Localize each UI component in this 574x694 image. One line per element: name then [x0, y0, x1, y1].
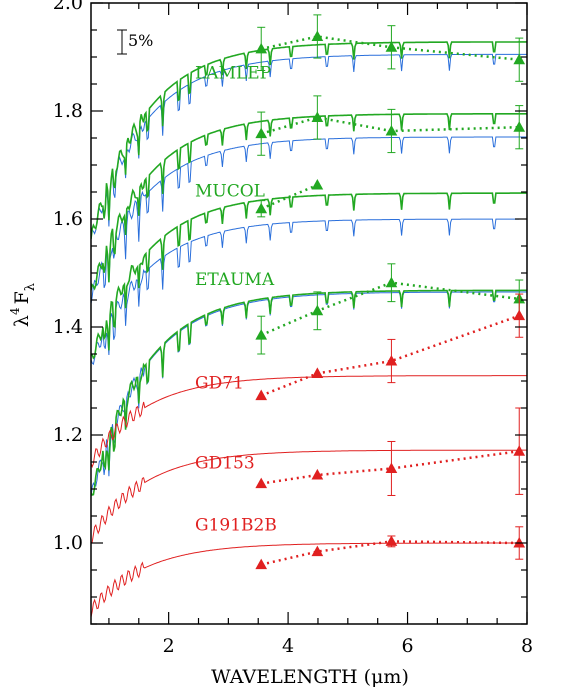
spectrum-gd71	[91, 375, 527, 469]
x-axis-title: WAVELENGTH (μm)	[211, 666, 409, 688]
spectrum-etauma	[91, 289, 527, 496]
x-tick-label: 2	[163, 635, 175, 657]
data-point-g191b2b	[311, 545, 324, 557]
x-tick-label: 4	[282, 635, 294, 657]
model-spectrum-10lac	[91, 53, 527, 236]
photometry-connector-mucol	[260, 183, 318, 210]
data-point-lamlep	[513, 121, 526, 132]
spectrum-mucol	[91, 192, 527, 360]
data-point-10lac	[255, 42, 268, 54]
spectrum-g191b2b	[91, 542, 527, 618]
data-point-10lac	[385, 41, 398, 52]
data-point-lamlep	[255, 127, 268, 139]
spectrum-10lac	[91, 41, 527, 239]
plot-frame	[90, 2, 528, 625]
series-label-gd153: GD153	[195, 454, 255, 474]
photometry-connector-gd71	[260, 314, 520, 397]
data-point-gd71	[385, 354, 398, 366]
y-axis-lambda: λ	[11, 315, 33, 327]
data-point-gd153	[385, 462, 398, 473]
y-tick-label: 1.8	[53, 100, 83, 122]
data-point-gd153	[311, 468, 324, 480]
y-axis-title: λ4Fλ	[8, 283, 38, 327]
data-point-etauma	[385, 276, 398, 288]
data-point-etauma	[311, 304, 324, 316]
data-point-mucol	[255, 202, 268, 214]
data-point-etauma	[255, 329, 268, 340]
y-tick-label: 1.2	[53, 424, 83, 446]
y-axis-sub: λ	[23, 283, 38, 291]
model-spectrum-lamlep	[91, 136, 527, 304]
photometry-connector-lamlep	[260, 116, 520, 135]
data-point-10lac	[311, 30, 324, 41]
series-label-g191b2b: G191B2B	[195, 516, 277, 536]
axes-layer: 2 4 6 8 1.0 1.2 1.4 1.6 1.8 2.0 5%	[53, 0, 533, 657]
data-point-gd71	[255, 389, 268, 401]
y-tick-label: 1.0	[53, 532, 83, 554]
x-tick-label: 8	[521, 635, 533, 657]
series-label-lamlep: LAMLEP	[195, 64, 271, 84]
y-axis-power: 4	[8, 307, 22, 315]
svg-text:λ4Fλ: λ4Fλ	[8, 283, 38, 327]
spectra-layer	[91, 41, 527, 618]
data-point-gd71	[513, 309, 526, 321]
y-axis-flux: F	[11, 291, 33, 304]
x-tick-label: 6	[402, 635, 414, 657]
model-spectrum-mucol	[91, 218, 527, 366]
data-point-gd71	[311, 367, 324, 378]
scale-bar-label: 5%	[128, 31, 153, 50]
data-point-10lac	[513, 53, 526, 65]
photometry-layer	[255, 14, 526, 570]
y-tick-label: 1.6	[53, 208, 83, 230]
data-point-g191b2b	[385, 535, 398, 546]
data-point-g191b2b	[255, 558, 268, 570]
y-tick-label: 1.4	[53, 316, 83, 338]
data-point-lamlep	[311, 111, 324, 122]
series-label-etauma: ETAUMA	[195, 270, 275, 290]
data-point-gd153	[255, 477, 268, 489]
model-spectrum-etauma	[91, 291, 527, 498]
series-label-10lac: 10LAC	[195, 0, 253, 2]
photometry-connector-etauma	[260, 281, 520, 337]
series-label-mucol: MUCOL	[195, 182, 265, 202]
series-labels-layer: 10LAC LAMLEP MUCOL ETAUMA GD71 GD153 G191B2B	[195, 0, 277, 536]
series-label-gd71: GD71	[195, 374, 244, 394]
data-point-gd153	[513, 445, 526, 456]
data-point-lamlep	[385, 124, 398, 136]
data-point-mucol	[311, 178, 324, 190]
spectrum-lamlep	[91, 113, 527, 291]
y-tick-label: 2.0	[53, 0, 83, 14]
spectrum-gd153	[91, 449, 527, 544]
